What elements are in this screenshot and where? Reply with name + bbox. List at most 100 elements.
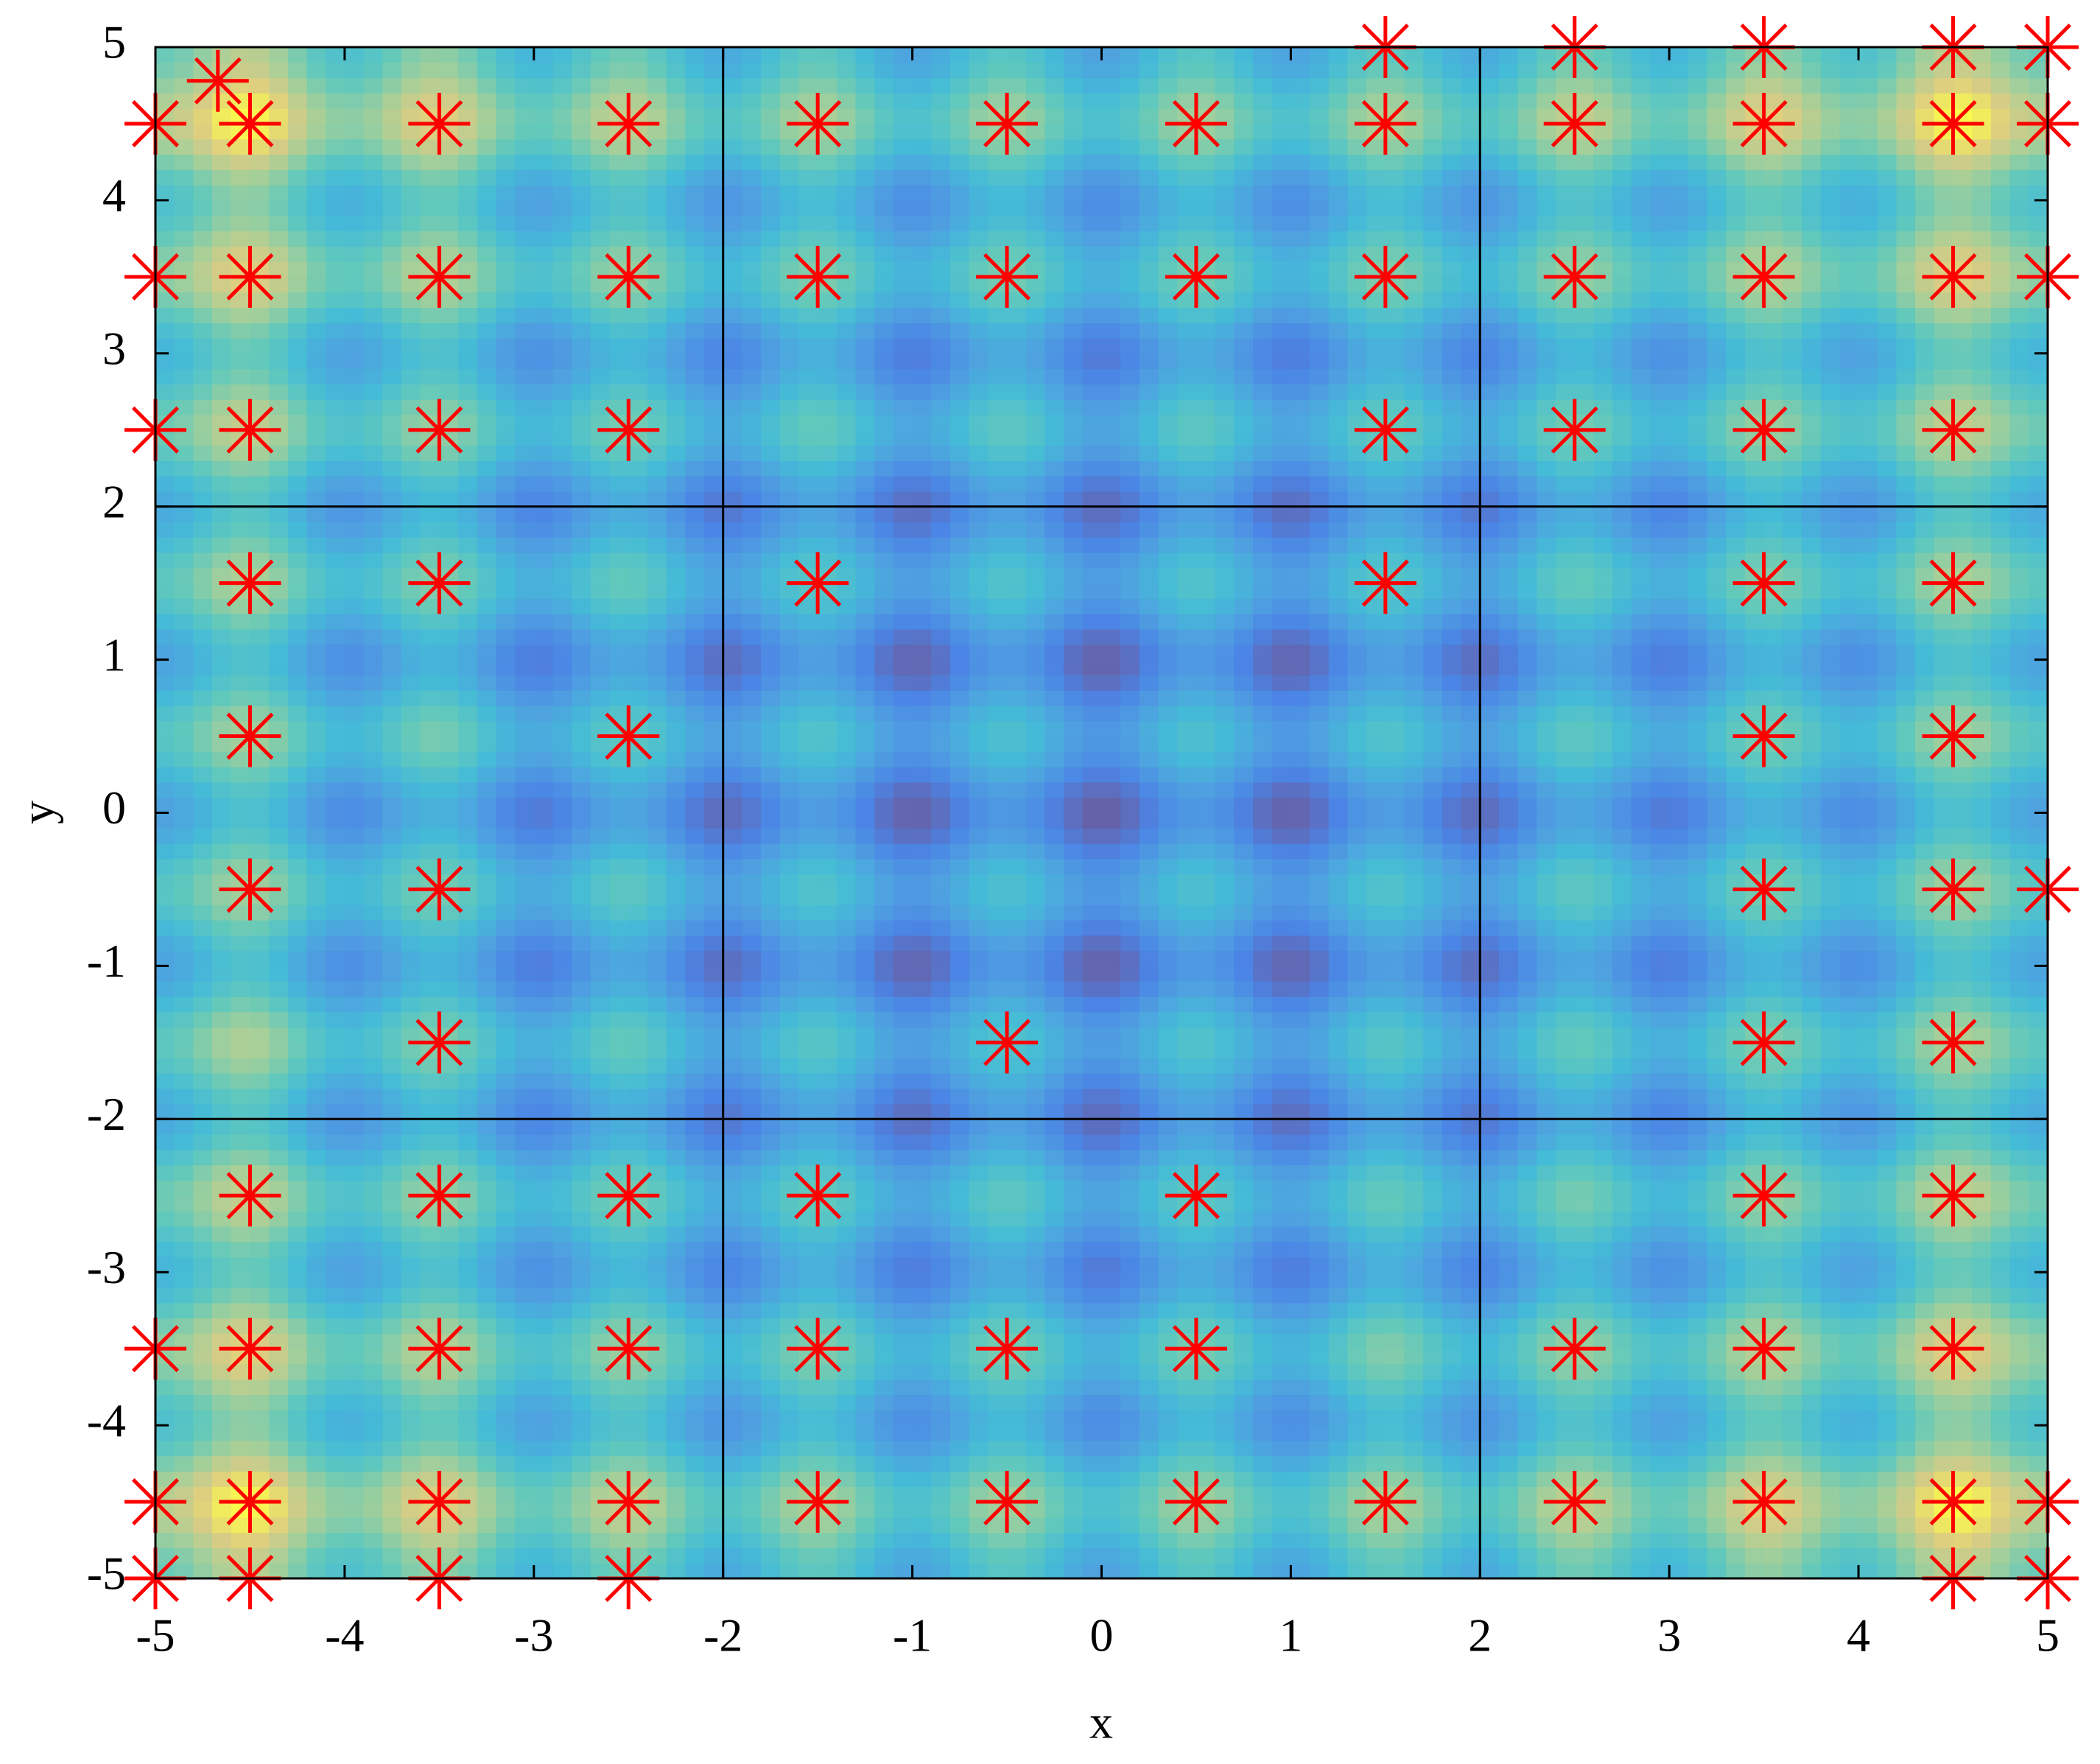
field-cell [1025, 276, 1046, 293]
field-cell [893, 797, 913, 814]
field-cell [723, 567, 742, 584]
field-cell [231, 1211, 251, 1227]
field-cell [287, 996, 308, 1013]
field-cell [949, 874, 970, 890]
field-cell [704, 1119, 724, 1135]
field-cell [533, 1410, 554, 1426]
field-cell [988, 1532, 1008, 1549]
field-cell [193, 537, 213, 553]
field-cell [363, 1471, 383, 1487]
field-cell [742, 77, 762, 94]
field-cell [572, 935, 591, 952]
field-cell [988, 1058, 1008, 1074]
field-cell [666, 1486, 686, 1503]
field-cell [779, 1379, 800, 1396]
field-cell [742, 1149, 762, 1166]
field-cell [250, 629, 270, 645]
field-cell [1064, 491, 1084, 507]
field-cell [306, 231, 326, 247]
field-cell [382, 904, 402, 921]
field-cell [458, 583, 478, 600]
field-cell [344, 858, 365, 875]
field-cell [287, 659, 308, 675]
field-cell [590, 1379, 611, 1396]
field-cell [1044, 843, 1064, 860]
field-cell [761, 123, 781, 140]
field-cell [798, 751, 818, 767]
field-cell [155, 384, 175, 400]
field-cell [212, 874, 232, 890]
field-cell [552, 108, 572, 124]
field-cell [231, 521, 251, 538]
field-cell [912, 1241, 932, 1258]
field-cell [363, 812, 383, 829]
field-cell [1025, 1394, 1046, 1410]
field-cell [761, 1134, 781, 1150]
field-cell [439, 460, 459, 477]
field-cell [344, 950, 365, 966]
field-cell [685, 506, 705, 523]
field-cell [1007, 476, 1027, 492]
field-cell [742, 215, 762, 232]
field-cell [893, 353, 913, 370]
field-cell [704, 567, 724, 584]
field-cell [250, 552, 270, 569]
field-cell [912, 506, 932, 523]
field-cell [609, 215, 629, 232]
field-cell [401, 950, 421, 966]
field-cell [287, 491, 308, 507]
field-cell [666, 1440, 686, 1457]
field-cell [212, 307, 232, 323]
field-cell [761, 996, 781, 1013]
field-cell [439, 1211, 459, 1227]
field-cell [590, 583, 611, 600]
field-cell [458, 1302, 478, 1319]
field-cell [401, 1211, 421, 1227]
field-cell [628, 659, 648, 675]
field-cell [155, 154, 175, 170]
field-cell [306, 858, 326, 875]
field-cell [439, 476, 459, 492]
field-cell [723, 353, 742, 370]
field-cell [439, 292, 459, 309]
field-cell [1044, 307, 1064, 323]
field-cell [742, 812, 762, 829]
field-cell [761, 1349, 781, 1365]
field-cell [836, 1027, 857, 1043]
field-cell [269, 476, 289, 492]
field-cell [326, 1195, 345, 1212]
field-cell [761, 1302, 781, 1319]
field-cell [818, 1547, 837, 1564]
field-cell [439, 1455, 459, 1472]
field-cell [590, 215, 611, 232]
field-cell [855, 537, 875, 553]
field-cell [477, 506, 497, 523]
field-cell [363, 1088, 383, 1105]
field-cell [174, 1547, 194, 1564]
field-cell [704, 460, 724, 477]
field-cell [193, 1241, 213, 1258]
field-cell [742, 1241, 762, 1258]
field-cell [647, 1302, 667, 1319]
field-cell [231, 1164, 251, 1181]
field-cell [1082, 292, 1103, 309]
field-cell [155, 246, 175, 262]
field-cell [836, 1088, 857, 1105]
field-cell [155, 1226, 175, 1243]
field-cell [212, 767, 232, 783]
field-cell [401, 1164, 421, 1181]
field-cell [155, 307, 175, 323]
field-cell [628, 996, 648, 1013]
field-cell [306, 1058, 326, 1074]
field-cell [496, 797, 516, 814]
field-cell [1064, 93, 1084, 109]
field-cell [212, 828, 232, 844]
field-cell [761, 1517, 781, 1533]
field-cell [496, 1164, 516, 1181]
field-cell [912, 552, 932, 569]
field-cell [344, 981, 365, 997]
field-cell [1025, 62, 1046, 79]
field-cell [855, 1517, 875, 1533]
field-cell [609, 445, 629, 461]
field-cell [420, 797, 440, 814]
